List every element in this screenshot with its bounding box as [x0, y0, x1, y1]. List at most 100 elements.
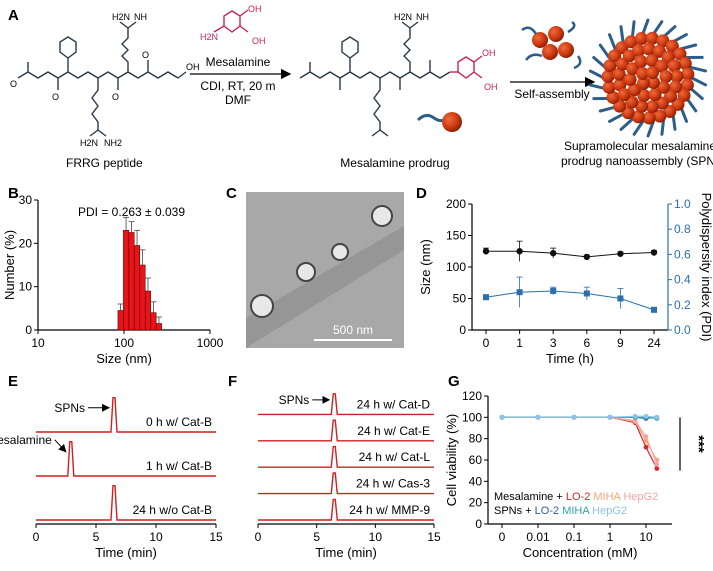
- tem-particle: [331, 243, 349, 261]
- x-tick-label: 24: [647, 336, 661, 350]
- prodrug-sphere: [656, 34, 670, 48]
- data-point: [654, 414, 660, 420]
- atom: NH: [134, 12, 147, 22]
- chromatogram-trace: [36, 396, 216, 433]
- data-point: [499, 414, 505, 420]
- histogram-bar: [139, 264, 146, 331]
- x-tick-label: 1: [607, 530, 614, 544]
- chromatogram-trace: [258, 472, 434, 495]
- x-axis-label: Size (nm): [96, 351, 152, 366]
- lipid-tail: [630, 20, 636, 39]
- tem-particle: [250, 294, 274, 318]
- reaction-solvent: DMF: [225, 93, 251, 107]
- significance-stars: ***: [690, 435, 707, 453]
- trace-label: 24 h w/ MMP-9: [349, 503, 430, 517]
- x-axis-label: Time (min): [315, 545, 377, 560]
- prodrug-sphere: [681, 67, 695, 81]
- reagent-name: Mesalamine: [206, 55, 271, 69]
- legend-spns: SPNs + LO-2 MIHA HepG2: [494, 505, 627, 517]
- y-tick-label: 0: [459, 323, 466, 337]
- mesalamine-reagent-structure: H2N OH OH: [200, 4, 266, 46]
- reaction-conditions: CDI, RT, 20 m: [200, 79, 275, 93]
- data-point: [482, 248, 490, 255]
- y-tick-label: 100: [446, 260, 466, 274]
- chromatogram-trace: [258, 419, 434, 442]
- y-tick-label: 0: [475, 517, 482, 531]
- x-tick-label: 1: [516, 336, 523, 350]
- lipid-tail: [598, 105, 617, 113]
- atom: O: [142, 50, 149, 60]
- panel-e: E 0 5 10 15 0 h w/ Cat-B 1 h w/ Cat-B 24 h w/o…: [0, 373, 223, 560]
- x-tick-label: 10: [149, 530, 163, 544]
- prodrug-sphere: [635, 99, 649, 113]
- prodrug-sphere: [624, 35, 638, 49]
- y-tick-label: 20: [19, 236, 33, 250]
- chromatogram-trace: [36, 440, 216, 477]
- data-point: [632, 413, 638, 419]
- prodrug-sphere: [645, 100, 659, 114]
- prodrug-sphere: [602, 80, 616, 94]
- prodrug-sphere: [606, 90, 620, 104]
- prodrug-icon-head: [442, 112, 462, 132]
- panel-g-label: G: [448, 373, 460, 390]
- data-point: [617, 295, 624, 302]
- trace-label: 24 h w/ Cat-E: [357, 424, 430, 438]
- x-axis-label: Time (min): [95, 545, 157, 560]
- y-tick-label: 150: [446, 229, 466, 243]
- lipid-tail: [608, 112, 625, 123]
- trace-label: 24 h w/o Cat-B: [133, 503, 212, 517]
- atom: NH: [416, 12, 429, 22]
- lipid-tail: [685, 96, 698, 113]
- prodrug-sphere: [642, 42, 656, 56]
- tem-particle: [296, 262, 316, 282]
- legend-mesalamine: Mesalamine + LO-2 MIHA HepG2: [494, 491, 658, 503]
- x-tick-label: 0: [499, 530, 506, 544]
- trace-label: 24 h w/ Cas-3: [356, 477, 430, 491]
- self-assembly-label: Self-assembly: [514, 87, 589, 101]
- prodrug-sphere: [645, 31, 659, 45]
- peak-arrow-label: Mesalamine: [0, 433, 52, 447]
- prodrug-sphere: [653, 109, 667, 123]
- prodrug-sphere: [626, 62, 640, 76]
- atom: O: [10, 79, 17, 89]
- data-point: [550, 249, 557, 257]
- lipid-tail: [619, 117, 634, 131]
- x-tick-label: 1000: [197, 336, 224, 350]
- prodrug-sphere: [663, 105, 677, 119]
- histogram-bar: [150, 312, 157, 331]
- lipid-tail: [592, 55, 607, 69]
- data-point: [550, 287, 557, 294]
- y-tick-label: 40: [469, 474, 483, 488]
- data-point: [643, 413, 649, 419]
- frrg-caption: FRRG peptide: [66, 156, 143, 170]
- prodrug-sphere: [623, 73, 637, 87]
- x-tick-label: 0: [33, 530, 40, 544]
- atom: H2N: [80, 138, 98, 148]
- prodrug-sphere: [673, 47, 687, 61]
- x-tick-label: 0: [255, 530, 262, 544]
- atom: H2N: [394, 12, 412, 22]
- panel-c-label: C: [226, 185, 237, 202]
- series-line: [502, 416, 658, 469]
- stability-chart: 0 50 100 150 200 0.0 0.2 0.4 0.6 0.8 1.0 0 1 3 6 9 24 Tim…: [418, 193, 713, 366]
- prodrug-sphere: [636, 76, 650, 90]
- prodrug-sphere: [645, 53, 659, 67]
- prodrug-sphere: [646, 66, 660, 80]
- chromatogram-trace: [36, 484, 216, 521]
- atom: OH: [248, 4, 262, 14]
- cell-viability-chart: 0 20 40 60 80 100 120 0 0.01 0.1 1 10 *** Concentrati…: [444, 389, 707, 560]
- data-point: [607, 414, 613, 420]
- y-tick-label: 80: [469, 432, 483, 446]
- prodrug-sphere: [646, 76, 660, 90]
- data-point: [654, 466, 660, 471]
- x-tick-label: 5: [313, 530, 320, 544]
- hplc-enzyme-chart: 0 5 10 15 24 h w/ Cat-D 24 h w/ Cat-E 24 h w/ …: [255, 393, 441, 560]
- histogram-bar: [145, 290, 151, 331]
- y2-tick-label: 0.6: [674, 247, 691, 261]
- x-tick-label: 0.01: [526, 530, 550, 544]
- lipid-tail: [608, 33, 617, 51]
- y2-tick-label: 0.0: [674, 323, 691, 337]
- prodrug-sphere: [634, 54, 648, 68]
